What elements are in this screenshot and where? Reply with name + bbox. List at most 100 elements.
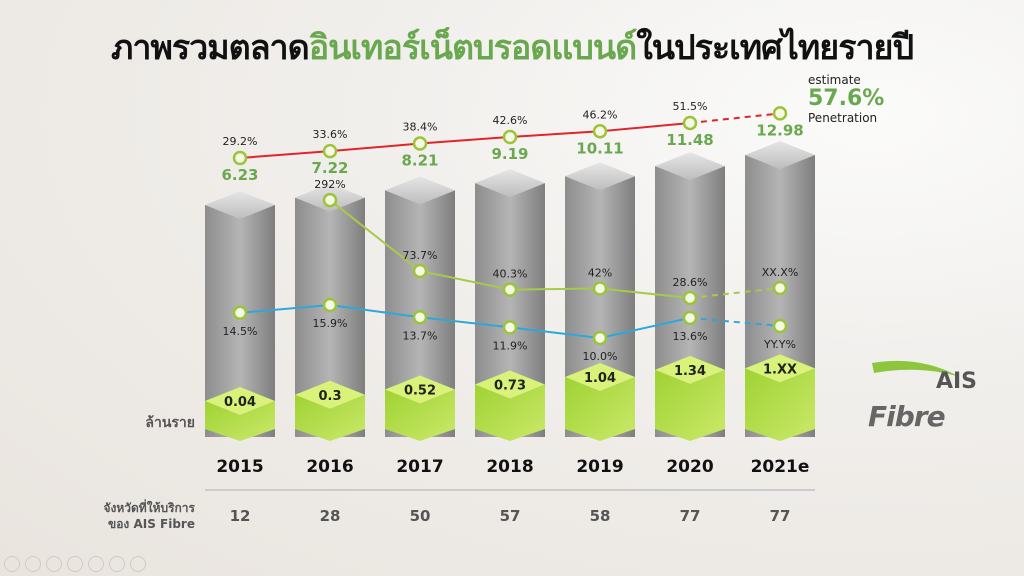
provinces-label: จังหวัดที่ให้บริการของ AIS Fibre	[40, 500, 195, 532]
estimate-label: estimate	[808, 73, 861, 87]
ais-bar-top-2019	[565, 363, 635, 392]
ais-subscribers-label: 0.04	[224, 395, 256, 410]
share-line-segment	[329, 303, 421, 319]
penetration-label: 51.5%	[673, 100, 708, 113]
growth-line-point	[592, 281, 608, 296]
growth-line-segment	[599, 287, 691, 299]
penetration-label: 38.4%	[403, 121, 438, 134]
logo-swoosh-icon	[872, 360, 960, 377]
ais-subscribers-label: 1.XX	[763, 362, 797, 377]
subscribers-label: 7.22	[311, 159, 348, 177]
ais-bar-top-2017	[385, 375, 455, 404]
estimate-sub: Penetration	[808, 111, 878, 125]
penetration-line-point	[502, 129, 518, 145]
next-slide-icon[interactable]	[25, 556, 41, 572]
subscribers-label: 10.11	[576, 139, 623, 157]
share-line-segment	[689, 316, 781, 327]
subscribers-label: 6.23	[221, 166, 258, 184]
ais-bar-2015	[205, 401, 275, 441]
bar-top-2019	[565, 162, 635, 191]
penetration-line-point	[232, 150, 248, 166]
year-label: 2018	[486, 457, 533, 477]
share-line-segment	[599, 316, 691, 339]
growth-label: XX.X%	[762, 266, 799, 279]
ais-bar-2018	[475, 384, 545, 441]
year-label: 2019	[576, 457, 623, 477]
provinces-label-line-1: จังหวัดที่ให้บริการ	[103, 501, 195, 515]
growth-line-point	[502, 282, 518, 297]
ais-bar-2021e	[745, 368, 815, 441]
estimate-box: estimate 57.6% Penetration	[808, 73, 884, 125]
title-part-1: ภาพรวมตลาด	[110, 28, 310, 68]
bar-top-2021e	[745, 141, 815, 170]
year-label: 2017	[396, 457, 443, 477]
share-label: 13.7%	[403, 329, 438, 342]
ais-bar-top-2016	[295, 380, 365, 409]
provinces-label-line-2: ของ AIS Fibre	[108, 517, 195, 531]
ais-bar-top-2021e	[745, 354, 815, 383]
subtitles-icon[interactable]	[109, 556, 125, 572]
penetration-line-point	[592, 124, 608, 139]
more-icon[interactable]	[130, 556, 146, 572]
penetration-line-segment	[329, 142, 421, 153]
share-label: 13.6%	[673, 330, 708, 343]
year-label: 2016	[306, 457, 353, 477]
penetration-label: 42.6%	[493, 114, 528, 127]
share-line-point	[772, 318, 788, 334]
share-line-point	[502, 320, 518, 335]
province-count: 77	[770, 507, 791, 525]
share-line-segment	[239, 303, 331, 314]
ais-subscribers-label: 0.73	[494, 378, 526, 393]
ais-fibre-logo: AIS Fibre	[860, 355, 985, 445]
growth-label: 73.7%	[403, 249, 438, 262]
share-line-point	[682, 310, 698, 326]
penetration-line-segment	[419, 135, 511, 145]
penetration-line-segment	[239, 150, 331, 159]
ais-bar-top-2020	[655, 355, 725, 384]
growth-line-segment	[509, 287, 601, 291]
bar-top-2015	[205, 191, 275, 219]
bar-top-2018	[475, 169, 545, 198]
ais-bar-top-2015	[205, 387, 275, 416]
share-label: 10.0%	[583, 350, 618, 363]
subscribers-label: 12.98	[756, 121, 803, 139]
growth-label: 40.3%	[493, 268, 528, 281]
ais-bar-2020	[655, 369, 725, 441]
growth-line-segment	[689, 287, 781, 299]
slides-icon[interactable]	[67, 556, 83, 572]
growth-label: 292%	[314, 178, 345, 191]
province-count: 28	[320, 507, 341, 525]
logo-ais-text: AIS	[935, 369, 977, 394]
ais-bar-top-2018	[475, 370, 545, 399]
growth-line-point	[322, 192, 338, 208]
ais-bar-2019	[565, 377, 635, 441]
prev-slide-icon[interactable]	[4, 556, 20, 572]
province-count: 50	[410, 507, 431, 525]
zoom-icon[interactable]	[88, 556, 104, 572]
units-label: ล้านราย	[145, 415, 195, 431]
ais-bar-2017	[385, 389, 455, 441]
penetration-line-point	[322, 143, 338, 159]
penetration-line-point	[412, 136, 428, 151]
share-line-segment	[419, 316, 511, 329]
penetration-label: 33.6%	[313, 128, 348, 141]
subscribers-label: 11.48	[666, 131, 713, 149]
penetration-line-segment	[509, 130, 601, 138]
ais-bar-2016	[295, 394, 365, 441]
pen-icon[interactable]	[46, 556, 62, 572]
bar-top-2020	[655, 152, 725, 181]
province-count: 12	[230, 507, 251, 525]
share-line-point	[412, 310, 428, 325]
growth-label: 42%	[588, 267, 612, 280]
growth-line-point	[682, 290, 698, 306]
ais-subscribers-label: 0.3	[318, 389, 341, 404]
logo-fibre-text: Fibre	[868, 400, 946, 433]
growth-line-segment	[329, 199, 421, 272]
bar-top-2017	[385, 176, 455, 205]
share-line-point	[322, 297, 338, 313]
growth-line-point	[412, 263, 428, 279]
penetration-label: 46.2%	[583, 108, 618, 121]
year-label: 2020	[666, 457, 713, 477]
share-label: 14.5%	[223, 325, 258, 338]
